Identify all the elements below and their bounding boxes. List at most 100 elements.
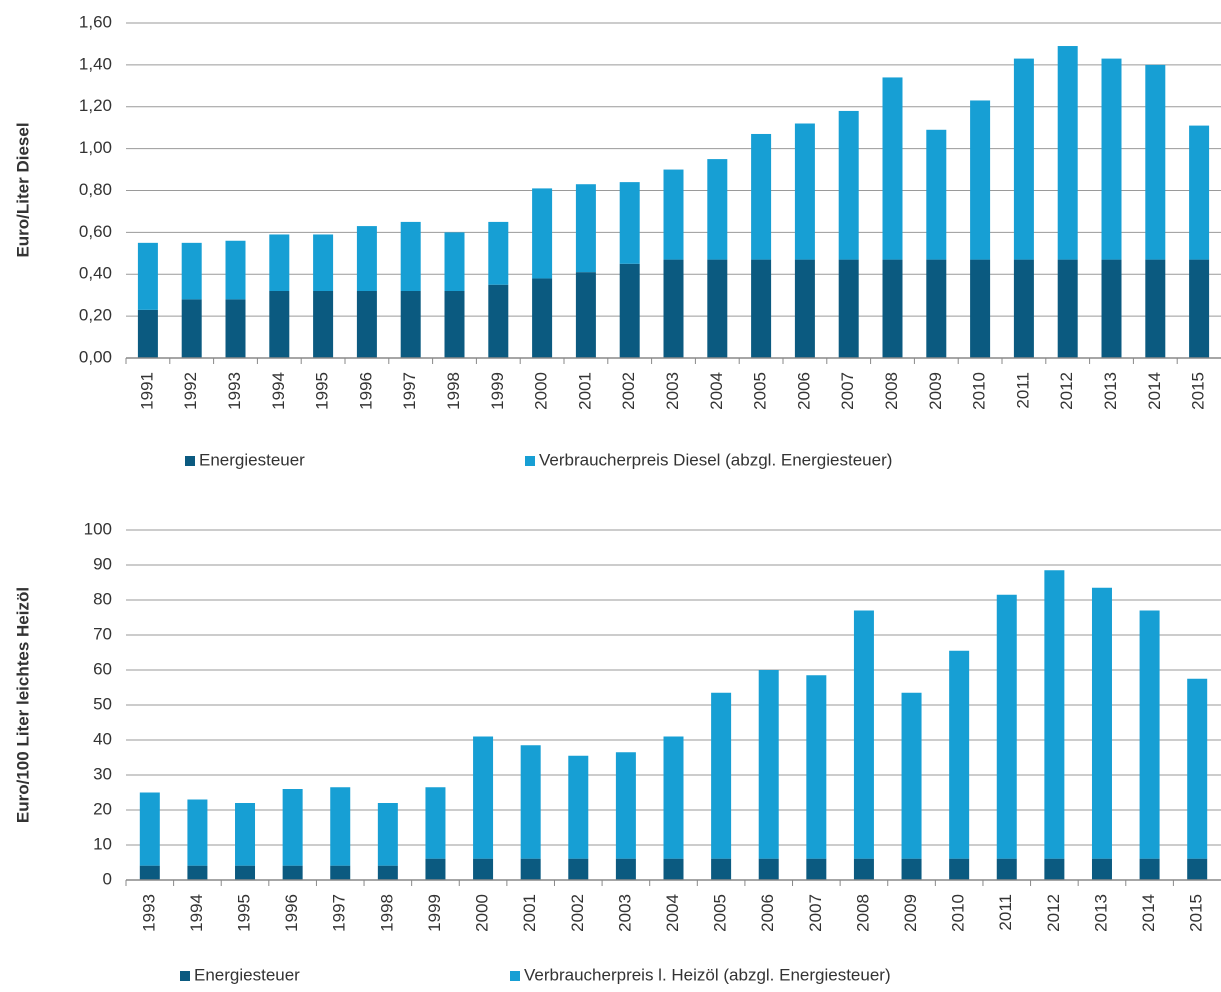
y-tick-label: 30: [93, 764, 112, 783]
bar-segment: [575, 184, 596, 273]
bar-segment: [882, 259, 903, 358]
x-tick-label: 2013: [1101, 372, 1120, 410]
bar-segment: [1145, 64, 1166, 260]
y-tick-label: 70: [93, 624, 112, 643]
x-tick-label: 2000: [473, 894, 492, 932]
x-tick-label: 2004: [707, 372, 726, 410]
bar-segment: [838, 110, 859, 260]
bar-segment: [615, 752, 636, 859]
y-tick-label: 1,20: [79, 96, 112, 115]
bar-segment: [181, 242, 202, 300]
x-tick-label: 1994: [269, 372, 288, 410]
y-tick-label: 0,20: [79, 306, 112, 325]
y-tick-label: 90: [93, 554, 112, 573]
bar-segment: [282, 865, 303, 880]
x-tick-label: 2012: [1057, 372, 1076, 410]
bar-segment: [520, 745, 541, 859]
x-tick-label: 2007: [806, 894, 825, 932]
bar-segment: [806, 858, 827, 880]
bar-segment: [663, 169, 684, 260]
bar-segment: [1091, 858, 1112, 880]
bar-segment: [970, 259, 991, 358]
y-tick-label: 0,60: [79, 222, 112, 241]
bar-segment: [139, 865, 160, 880]
y-tick-label: 50: [93, 694, 112, 713]
bar-segment: [235, 865, 256, 880]
bar-segment: [619, 182, 640, 264]
x-tick-label: 1997: [330, 894, 349, 932]
bar-segment: [356, 291, 377, 358]
bar-segment: [313, 234, 334, 291]
bar-segment: [853, 858, 874, 880]
x-tick-label: 2015: [1187, 894, 1206, 932]
y-tick-label: 20: [93, 799, 112, 818]
bar-segment: [711, 858, 732, 880]
bar-segment: [1139, 610, 1160, 859]
y-tick-label: 1,00: [79, 138, 112, 157]
bar-segment: [1101, 259, 1122, 358]
bar-segment: [996, 594, 1017, 859]
bar-segment: [488, 284, 509, 358]
bar-segment: [901, 692, 922, 859]
y-tick-label: 0,00: [79, 347, 112, 366]
bar-segment: [926, 129, 947, 260]
legend-swatch: [510, 971, 520, 981]
bar-segment: [707, 159, 728, 260]
bar-segment: [1145, 259, 1166, 358]
y-tick-label: 0,40: [79, 264, 112, 283]
x-tick-label: 2005: [751, 372, 770, 410]
bar-segment: [473, 736, 494, 859]
bar-segment: [1187, 678, 1208, 859]
x-tick-label: 2005: [711, 894, 730, 932]
bar-segment: [187, 799, 208, 866]
bar-segment: [282, 789, 303, 866]
bar-segment: [187, 865, 208, 880]
y-tick-label: 100: [84, 519, 112, 538]
bar-segment: [949, 650, 970, 859]
x-tick-label: 2007: [838, 372, 857, 410]
bar-segment: [838, 259, 859, 358]
x-tick-label: 2011: [996, 894, 1015, 931]
y-axis-title: Euro/100 Liter leichtes Heizöl: [13, 587, 32, 823]
legend-swatch: [525, 456, 535, 466]
y-tick-label: 10: [93, 834, 112, 853]
x-tick-label: 1994: [187, 894, 206, 932]
bar-segment: [269, 291, 290, 358]
x-tick-label: 1993: [139, 894, 158, 932]
legend-swatch: [180, 971, 190, 981]
bar-segment: [615, 858, 636, 880]
bar-segment: [488, 221, 509, 285]
bar-segment: [926, 259, 947, 358]
bar-segment: [663, 858, 684, 880]
bar-segment: [444, 291, 465, 358]
y-tick-label: 40: [93, 729, 112, 748]
x-tick-label: 2008: [882, 372, 901, 410]
bar-segment: [758, 670, 779, 859]
x-tick-label: 2009: [901, 894, 920, 932]
y-tick-label: 1,40: [79, 54, 112, 73]
chart: Euro/Liter Diesel 0,00 0,20 0,40 0,60 0,80 1,0…: [13, 12, 1221, 469]
legend-label: Verbraucherpreis Diesel (abzgl. Energies…: [539, 450, 892, 469]
y-tick-label: 60: [93, 659, 112, 678]
x-tick-label: 2006: [758, 894, 777, 932]
x-tick-label: 1996: [282, 894, 301, 932]
bar-segment: [139, 792, 160, 866]
x-tick-label: 1997: [400, 372, 419, 410]
bar-segment: [751, 259, 772, 358]
x-tick-label: 2010: [970, 372, 989, 410]
bar-segment: [1013, 259, 1034, 358]
bar-segment: [707, 259, 728, 358]
y-tick-label: 80: [93, 589, 112, 608]
bar-segment: [711, 692, 732, 859]
bar-segment: [1044, 858, 1065, 880]
bar-segment: [1189, 259, 1210, 358]
bar-segment: [425, 858, 446, 880]
bar-segment: [137, 242, 158, 310]
bar-segment: [400, 221, 421, 291]
bar-segment: [1057, 46, 1078, 260]
bar-segment: [137, 309, 158, 358]
x-tick-label: 2001: [575, 372, 594, 410]
bar-segment: [225, 299, 246, 358]
legend-label: Energiesteuer: [194, 965, 300, 984]
x-tick-label: 1999: [488, 372, 507, 410]
